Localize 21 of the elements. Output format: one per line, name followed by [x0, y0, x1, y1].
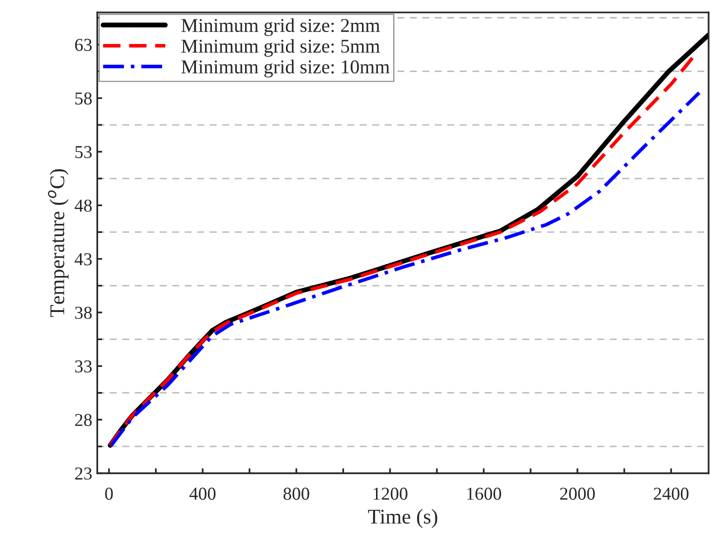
y-tick-label: 43 — [74, 253, 92, 266]
x-tick-label: 2400 — [654, 488, 688, 500]
x-tick-label: 800 — [284, 488, 310, 500]
y-tick-label: 28 — [75, 414, 92, 426]
y-tick-label: 33 — [75, 360, 92, 373]
x-tick-label: 1600 — [467, 488, 502, 500]
y-tick-label: 48 — [74, 200, 92, 212]
x-tick-label: 2000 — [560, 488, 595, 500]
y-tick-label: 53 — [75, 146, 92, 158]
x-tick-label: 400 — [189, 488, 216, 500]
x-tick-label: 0 — [105, 488, 113, 500]
y-tick-label: 23 — [75, 468, 92, 480]
y-tick-label: 58 — [75, 92, 92, 105]
y-axis-title: Temperature ($^{o}$C) — [48, 169, 69, 318]
x-tick-label: 1200 — [374, 488, 408, 500]
legend-label: Minimum grid size: 5mm — [181, 39, 380, 57]
y-tick-label: 38 — [75, 306, 92, 319]
legend-label: Minimum grid size: 10mm — [181, 60, 390, 78]
y-tick-label: 63 — [75, 38, 92, 51]
x-axis-title: Time (s) — [368, 509, 438, 528]
legend-label: Minimum grid size: 2mm — [181, 18, 380, 36]
